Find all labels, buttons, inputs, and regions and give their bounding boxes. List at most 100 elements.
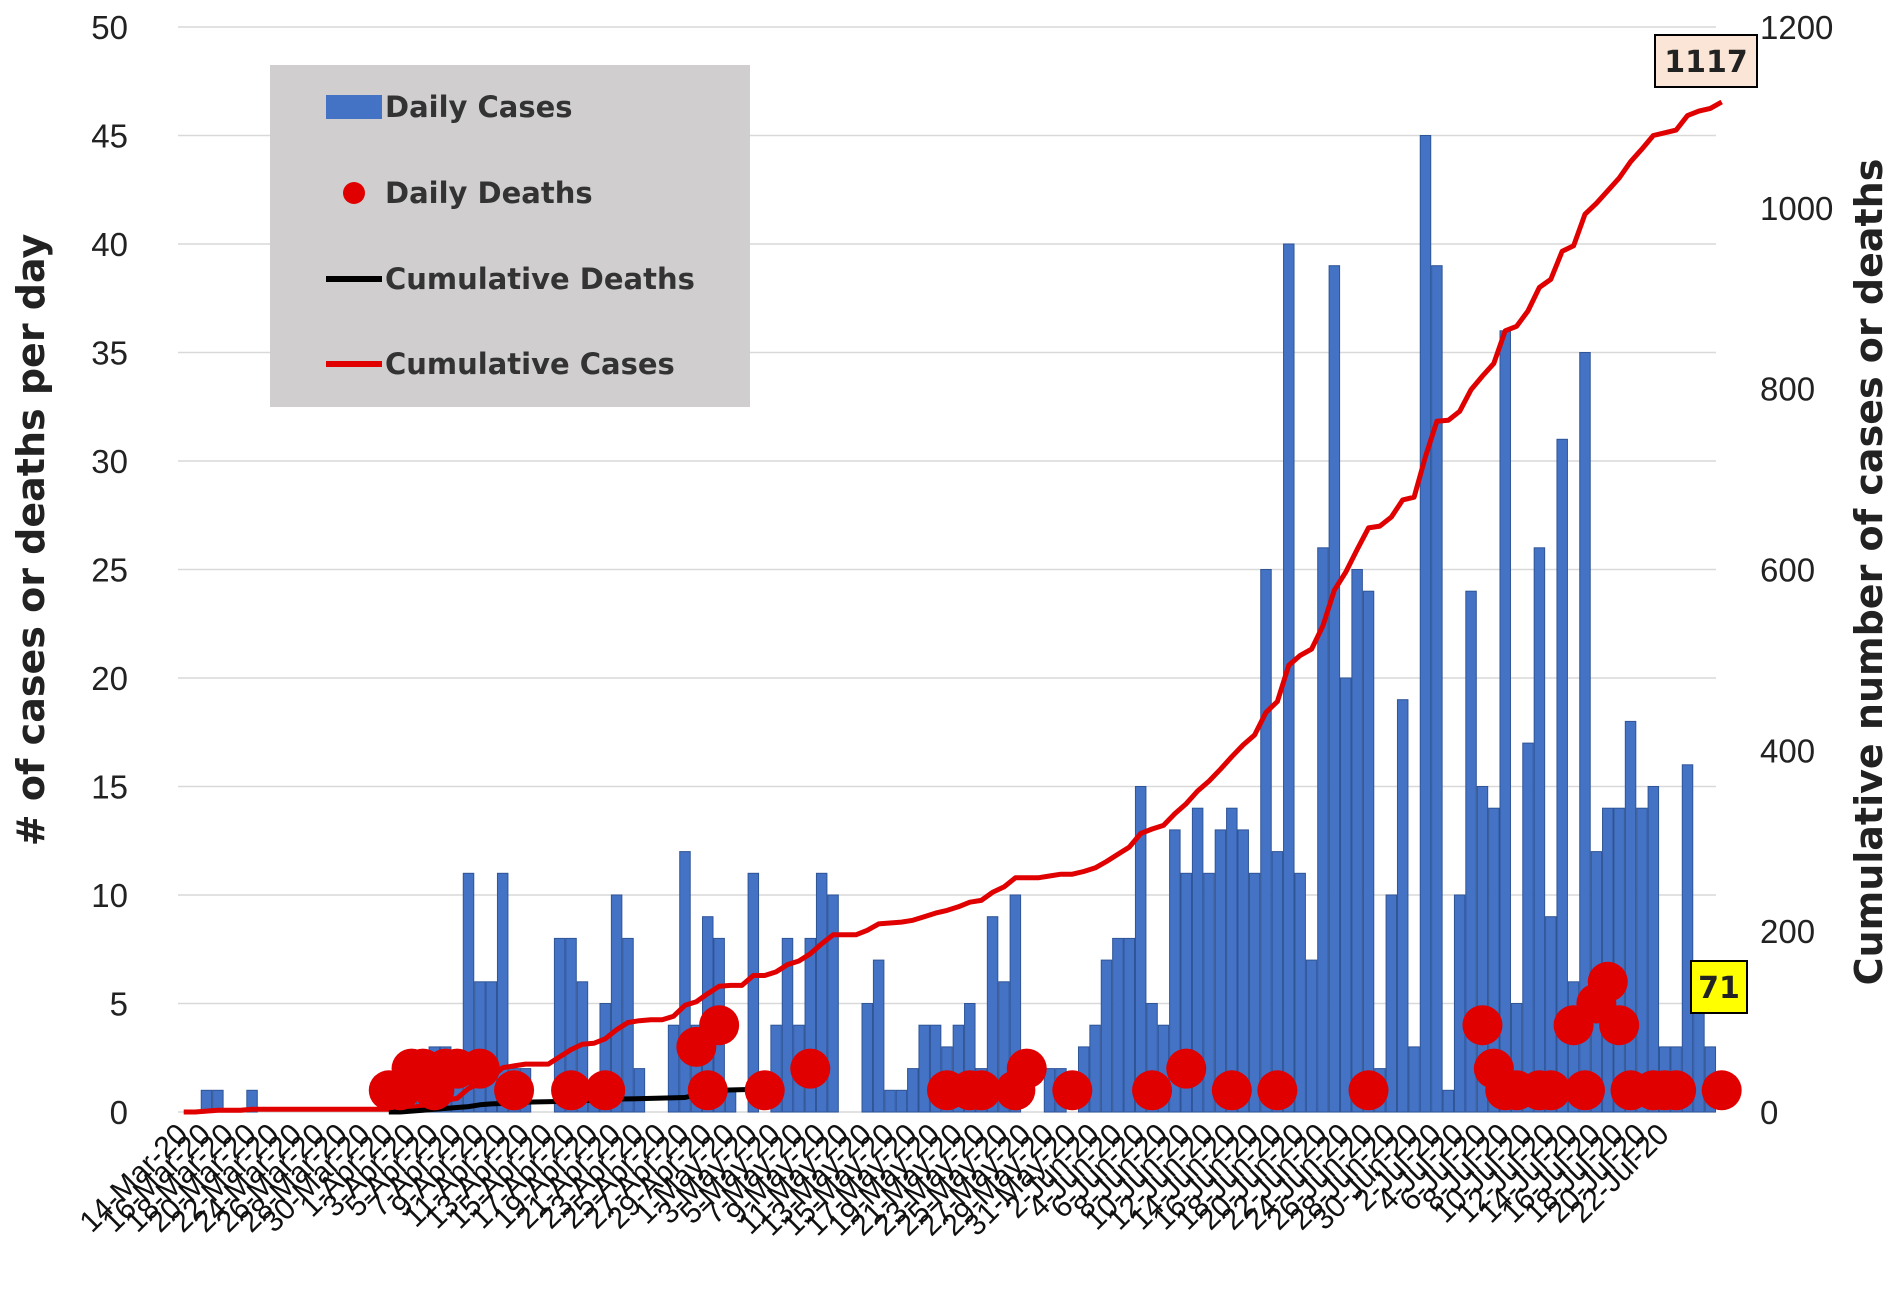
daily-cases-bar (1602, 807, 1614, 1113)
legend-daily-cases-label: Daily Cases (385, 90, 573, 124)
right-tick-label: 400 (1760, 732, 1815, 769)
daily-cases-bar (1442, 1089, 1455, 1113)
daily-cases-bar (1009, 894, 1022, 1113)
daily-deaths-dots (368, 961, 1742, 1111)
daily-cases-bar (1465, 590, 1477, 1113)
legend: Daily Cases Daily Deaths Cumulative Deat… (270, 65, 750, 407)
daily-deaths-dot (1132, 1070, 1173, 1111)
daily-deaths-dot (1656, 1070, 1697, 1111)
daily-deaths-dot (459, 1048, 500, 1089)
daily-deaths-dot (744, 1070, 785, 1111)
daily-cases-bar (1328, 265, 1341, 1113)
daily-cases-bar (565, 937, 577, 1113)
daily-deaths-dot (1166, 1048, 1207, 1089)
daily-cases-bar (690, 1024, 703, 1113)
daily-cases-bar (872, 959, 885, 1113)
left-tick-label: 20 (91, 660, 128, 697)
right-axis-title: Cumulative number of cases or deaths (1847, 159, 1891, 986)
daily-cases-bar (1271, 851, 1284, 1113)
left-tick-label: 40 (91, 226, 128, 263)
daily-cases-bar (1134, 786, 1147, 1113)
left-tick-label: 35 (91, 335, 128, 372)
daily-cases-bar (1191, 807, 1204, 1113)
right-tick-label: 200 (1760, 913, 1815, 950)
daily-cases-bar (1123, 937, 1136, 1113)
daily-cases-bar (907, 1068, 919, 1113)
daily-cases-bar (553, 937, 566, 1113)
daily-cases-bar (1248, 872, 1261, 1113)
daily-deaths-dot (1211, 1070, 1252, 1111)
daily-cases-bar (1260, 569, 1272, 1113)
daily-cases-bar (1488, 807, 1500, 1113)
daily-cases-bar (1533, 547, 1546, 1113)
daily-cases-bar (1579, 352, 1591, 1113)
legend-daily-deaths-label: Daily Deaths (385, 176, 593, 210)
daily-deaths-dot (1564, 1070, 1605, 1111)
daily-deaths-dot (551, 1070, 592, 1111)
callout-total-cases-text: 1117 (1664, 45, 1748, 80)
legend-cumulative-cases-label: Cumulative Cases (385, 347, 675, 381)
right-tick-label: 600 (1760, 552, 1815, 589)
daily-deaths-dot (687, 1070, 728, 1111)
daily-cases-bar (1089, 1024, 1101, 1113)
daily-cases-bar (1408, 1046, 1420, 1113)
daily-cases-bar (667, 1024, 680, 1113)
daily-deaths-dot (1257, 1070, 1298, 1111)
daily-deaths-dot (1052, 1070, 1093, 1111)
left-axis-ticks: 0 5 10 15 20 25 30 35 40 45 50 (91, 9, 128, 1131)
daily-cases-bar (884, 1089, 896, 1113)
daily-cases-bar (474, 981, 486, 1113)
daily-cases-bar (1556, 438, 1568, 1113)
daily-cases-bar (1237, 829, 1249, 1113)
daily-cases-bar (679, 851, 691, 1113)
daily-cases-bar (1112, 937, 1124, 1113)
left-tick-label: 45 (91, 118, 128, 155)
daily-cases-bar (1567, 981, 1580, 1113)
daily-deaths-dot (790, 1048, 831, 1089)
daily-cases-bar (1294, 872, 1306, 1113)
daily-deaths-dot (1348, 1070, 1389, 1111)
daily-cases-bar (1305, 959, 1318, 1113)
daily-cases-bar (485, 981, 498, 1113)
legend-daily-cases-swatch (326, 95, 382, 119)
left-tick-label: 0 (110, 1094, 128, 1131)
callout-total-cases: 1117 (1654, 34, 1758, 88)
left-tick-label: 25 (91, 552, 128, 589)
daily-cases-bar (1100, 959, 1113, 1113)
daily-cases-bar (781, 937, 794, 1113)
legend-box (270, 65, 750, 407)
daily-deaths-dot (585, 1070, 626, 1111)
daily-cases-bar (1647, 786, 1660, 1113)
left-tick-label: 15 (91, 769, 128, 806)
daily-cases-bar (1226, 807, 1238, 1113)
daily-cases-bar (952, 1024, 965, 1113)
daily-cases-bar (1169, 829, 1181, 1113)
legend-cumulative-deaths-label: Cumulative Deaths (385, 262, 695, 296)
daily-cases-bar (1522, 742, 1534, 1113)
daily-cases-bar (1681, 764, 1694, 1113)
daily-cases-bar (918, 1024, 930, 1113)
daily-cases-bar (804, 937, 817, 1113)
left-tick-label: 5 (110, 986, 128, 1023)
daily-deaths-dot (494, 1070, 535, 1111)
daily-cases-bar (462, 872, 475, 1113)
left-axis-title: # of cases or deaths per day (9, 234, 53, 847)
callout-total-cases-box (1654, 34, 1758, 88)
daily-cases-bar (986, 916, 999, 1113)
daily-cases-bar (1476, 786, 1489, 1113)
callout-total-deaths-box (1690, 960, 1748, 1014)
daily-cases-bar (1351, 569, 1363, 1113)
daily-cases-bar (1317, 547, 1329, 1113)
daily-cases-bar (633, 1068, 646, 1113)
daily-deaths-dot (961, 1070, 1002, 1111)
daily-cases-bar (770, 1024, 782, 1113)
daily-cases-bar (1636, 807, 1648, 1113)
daily-cases-bar (599, 1003, 611, 1113)
left-tick-label: 50 (91, 9, 128, 46)
daily-cases-bar (929, 1024, 942, 1113)
daily-cases-bar (1203, 872, 1215, 1113)
daily-cases-bar (1146, 1003, 1158, 1113)
left-tick-label: 30 (91, 443, 128, 480)
daily-deaths-dot (1587, 961, 1628, 1002)
